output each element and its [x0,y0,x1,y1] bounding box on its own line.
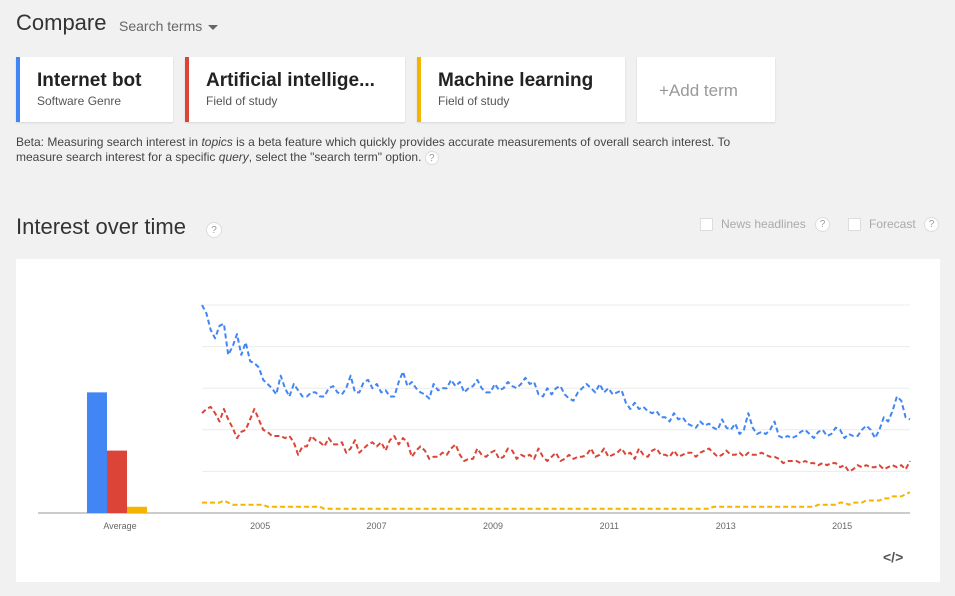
forecast-label: Forecast [869,217,916,231]
forecast-checkbox[interactable] [848,218,861,231]
term-name: Machine learning [438,70,594,91]
embed-code-icon[interactable]: </> [883,549,904,565]
term-card-internet-bot[interactable]: Internet bot Software Genre [16,57,173,122]
term-type: Field of study [206,94,278,108]
help-icon[interactable]: ? [815,217,830,232]
help-icon[interactable]: ? [206,222,222,238]
interest-chart: Average 2005 2007 2009 2011 2013 2015 [38,304,911,531]
beta-text: Beta: Measuring search interest in [16,135,202,149]
add-term-button[interactable]: +Add term [637,57,775,122]
x-tick-label: 2007 [367,521,387,531]
beta-text: , select the "search term" option. [248,150,422,164]
average-bar [127,506,147,513]
x-tick-label: 2005 [250,521,270,531]
help-icon[interactable]: ? [424,150,439,165]
average-bar [107,450,127,513]
term-type: Software Genre [37,94,122,108]
x-tick-label: 2009 [483,521,503,531]
term-color-bar [185,57,189,122]
compare-title: Compare [16,10,107,35]
x-tick-label: 2011 [600,521,619,531]
add-term-label: +Add term [659,81,738,100]
caret-down-icon [208,24,219,30]
x-tick-label: 2013 [716,521,736,531]
term-card-machine-learning[interactable]: Machine learning Field of study [417,57,625,122]
average-bar [87,392,107,513]
news-headlines-checkbox[interactable] [700,218,713,231]
beta-emphasis-query: query [218,150,249,164]
series-line [201,405,911,473]
help-icon[interactable]: ? [924,217,939,232]
term-name: Artificial intellige... [206,70,375,91]
term-card-artificial-intelligence[interactable]: Artificial intellige... Field of study [185,57,405,122]
term-color-bar [417,57,421,122]
interest-over-time-title: Interest over time [16,214,186,239]
term-name: Internet bot [37,70,142,91]
term-color-bar [16,57,20,122]
beta-emphasis-topics: topics [201,135,233,149]
news-headlines-label: News headlines [721,217,806,231]
series-line [201,304,911,440]
term-type: Field of study [438,94,510,108]
interest-chart-panel: Average 2005 2007 2009 2011 2013 2015 </> [16,259,940,582]
beta-note: Beta: Measuring search interest in topic… [16,135,756,165]
beta-text: is a beta feature which quickly provides… [16,135,731,164]
search-terms-label: Search terms [119,18,203,34]
x-tick-label: 2015 [832,521,852,531]
series-line [202,491,911,510]
average-label: Average [103,521,136,531]
search-terms-dropdown[interactable]: Search terms [119,18,219,34]
